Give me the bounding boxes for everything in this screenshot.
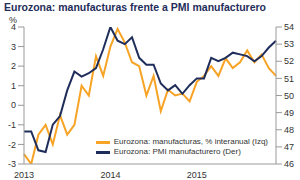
svg-text:-1: -1: [8, 120, 16, 130]
svg-text:-3: -3: [8, 159, 16, 169]
html-text:Eurozona: manufacturas, % inte: Eurozona: manufacturas, % interanual (Iz…: [113, 137, 268, 146]
svg-text:46: 46: [284, 159, 292, 169]
svg-text:48: 48: [284, 125, 292, 135]
svg-text:-2: -2: [8, 140, 16, 150]
svg-text:0: 0: [11, 100, 16, 110]
svg-text:54: 54: [284, 22, 292, 32]
svg-text:%: %: [9, 15, 17, 25]
html-text:Eurozona: PMI manufacturero (D: Eurozona: PMI manufacturero (Der): [113, 147, 241, 156]
svg-text:53: 53: [284, 39, 292, 49]
svg-text:2013: 2013: [14, 170, 34, 180]
svg-text:51: 51: [284, 74, 292, 84]
html-text:Eurozona: manufacturas frente: Eurozona: manufacturas frente a PMI manu…: [4, 1, 266, 13]
svg-text:50: 50: [284, 91, 292, 101]
svg-text:49: 49: [284, 108, 292, 118]
svg-text:2015: 2015: [187, 170, 207, 180]
svg-text:4: 4: [11, 22, 16, 33]
svg-text:47: 47: [284, 142, 292, 152]
svg-text:2: 2: [11, 61, 16, 71]
svg-text:3: 3: [11, 42, 16, 52]
svg-text:2014: 2014: [100, 170, 120, 180]
svg-text:1: 1: [11, 81, 16, 91]
svg-text:52: 52: [284, 56, 292, 66]
